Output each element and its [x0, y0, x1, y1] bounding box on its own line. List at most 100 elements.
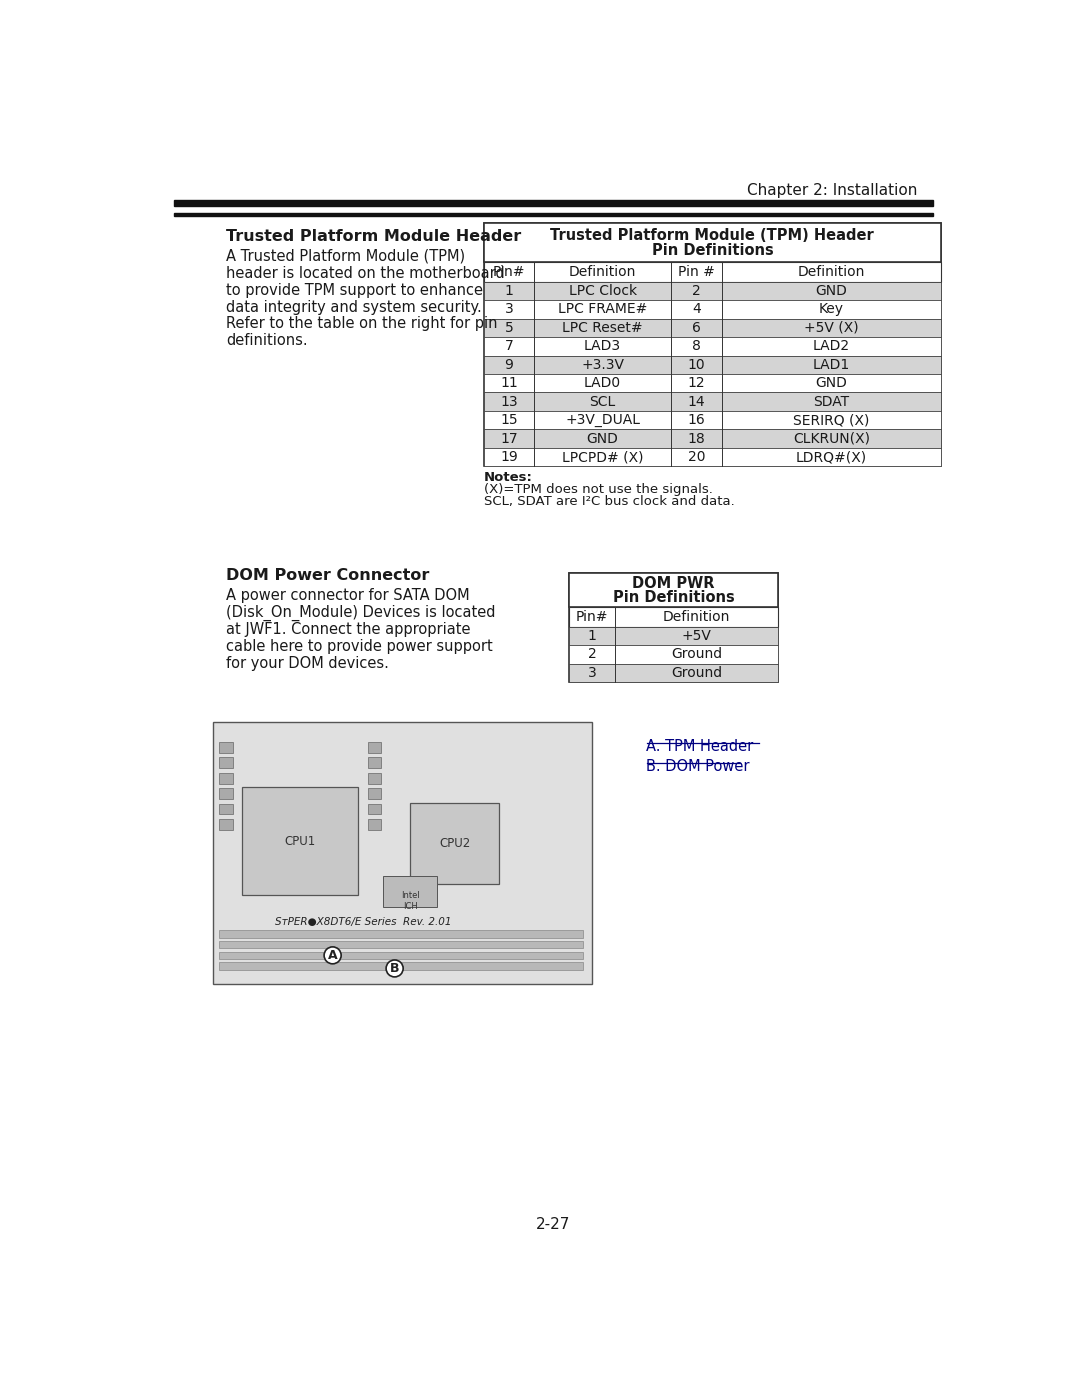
Text: A Trusted Platform Module (TPM): A Trusted Platform Module (TPM): [227, 249, 465, 264]
Bar: [484, 374, 941, 393]
Text: LAD2: LAD2: [812, 339, 850, 353]
Bar: [367, 773, 381, 784]
Text: Notes:: Notes:: [484, 471, 532, 483]
Text: Key: Key: [819, 302, 843, 316]
Bar: [484, 429, 941, 448]
Text: B. DOM Power: B. DOM Power: [647, 759, 750, 774]
Text: (Disk_On_Module) Devices is located: (Disk_On_Module) Devices is located: [227, 605, 496, 620]
Text: 20: 20: [688, 450, 705, 464]
Bar: [484, 355, 941, 374]
Bar: [569, 573, 779, 606]
Bar: [218, 742, 232, 753]
Text: B: B: [390, 963, 400, 975]
Bar: [213, 722, 592, 983]
Bar: [218, 930, 583, 937]
Text: Ground: Ground: [671, 647, 723, 661]
Text: DOM Power Connector: DOM Power Connector: [227, 569, 430, 583]
Bar: [367, 819, 381, 830]
Text: 14: 14: [688, 395, 705, 409]
Bar: [174, 200, 933, 207]
Circle shape: [324, 947, 341, 964]
Bar: [484, 411, 941, 429]
Text: 2-27: 2-27: [537, 1217, 570, 1232]
Text: Ground: Ground: [671, 666, 723, 680]
Bar: [569, 606, 779, 627]
Text: Definition: Definition: [797, 264, 865, 278]
Text: +5V: +5V: [681, 629, 712, 643]
Text: 16: 16: [688, 414, 705, 427]
Text: 13: 13: [500, 395, 517, 409]
Bar: [218, 963, 583, 970]
Text: Pin#: Pin#: [576, 609, 608, 623]
Text: LPC FRAME#: LPC FRAME#: [558, 302, 647, 316]
Text: LAD0: LAD0: [584, 376, 621, 390]
Text: GND: GND: [586, 432, 619, 446]
Text: to provide TPM support to enhance: to provide TPM support to enhance: [227, 282, 484, 298]
Bar: [484, 448, 941, 467]
Circle shape: [387, 960, 403, 977]
Text: cable here to provide power support: cable here to provide power support: [227, 638, 494, 654]
Bar: [484, 224, 941, 467]
Text: +5V (X): +5V (X): [804, 321, 859, 335]
Text: CPU2: CPU2: [440, 837, 470, 849]
Text: 11: 11: [500, 376, 517, 390]
Text: (X)=TPM does not use the signals.: (X)=TPM does not use the signals.: [484, 483, 713, 496]
Text: +3V_DUAL: +3V_DUAL: [565, 414, 640, 427]
Text: 12: 12: [688, 376, 705, 390]
Bar: [484, 300, 941, 319]
Text: for your DOM devices.: for your DOM devices.: [227, 657, 389, 671]
Text: 2: 2: [692, 284, 701, 298]
Bar: [218, 951, 583, 960]
Text: definitions.: definitions.: [227, 334, 308, 348]
Text: 9: 9: [504, 358, 513, 372]
Text: LDRQ#(X): LDRQ#(X): [796, 450, 867, 464]
Text: 19: 19: [500, 450, 517, 464]
Text: GND: GND: [815, 376, 847, 390]
Text: 8: 8: [692, 339, 701, 353]
Bar: [569, 664, 779, 682]
Text: A: A: [328, 949, 337, 963]
Text: 1: 1: [588, 629, 596, 643]
Text: 17: 17: [500, 432, 517, 446]
Text: Pin #: Pin #: [678, 264, 715, 278]
Text: 7: 7: [504, 339, 513, 353]
Text: Pin Definitions: Pin Definitions: [651, 243, 773, 258]
Text: LPC Reset#: LPC Reset#: [563, 321, 643, 335]
Text: SCL: SCL: [590, 395, 616, 409]
Text: CLKRUN(X): CLKRUN(X): [793, 432, 869, 446]
Text: 15: 15: [500, 414, 517, 427]
Bar: [218, 757, 232, 768]
Text: 10: 10: [688, 358, 705, 372]
Text: LPCPD# (X): LPCPD# (X): [562, 450, 644, 464]
Bar: [569, 573, 779, 682]
Text: 1: 1: [504, 284, 513, 298]
Text: Trusted Platform Module Header: Trusted Platform Module Header: [227, 229, 522, 244]
Text: 3: 3: [588, 666, 596, 680]
Text: LPC Clock: LPC Clock: [568, 284, 637, 298]
Text: LAD3: LAD3: [584, 339, 621, 353]
Text: CPU1: CPU1: [284, 835, 315, 848]
Text: +3.3V: +3.3V: [581, 358, 624, 372]
Text: Pin Definitions: Pin Definitions: [612, 590, 734, 605]
Text: Pin#: Pin#: [492, 264, 525, 278]
Bar: [242, 788, 359, 895]
Text: header is located on the motherboard: header is located on the motherboard: [227, 265, 505, 281]
Text: Definition: Definition: [663, 609, 730, 623]
Bar: [174, 214, 933, 217]
Bar: [569, 627, 779, 645]
Text: data integrity and system security.: data integrity and system security.: [227, 299, 482, 314]
Text: 18: 18: [688, 432, 705, 446]
Text: LAD1: LAD1: [812, 358, 850, 372]
Text: A. TPM Header: A. TPM Header: [647, 739, 754, 754]
Bar: [484, 261, 941, 282]
Text: Chapter 2: Installation: Chapter 2: Installation: [747, 183, 918, 198]
Text: Refer to the table on the right for pin: Refer to the table on the right for pin: [227, 317, 498, 331]
Bar: [218, 819, 232, 830]
Bar: [367, 788, 381, 799]
Text: Trusted Platform Module (TPM) Header: Trusted Platform Module (TPM) Header: [551, 228, 874, 243]
Bar: [218, 788, 232, 799]
Text: SDAT: SDAT: [813, 395, 849, 409]
Text: Intel
ICH: Intel ICH: [401, 891, 419, 911]
Bar: [569, 645, 779, 664]
Bar: [484, 319, 941, 337]
